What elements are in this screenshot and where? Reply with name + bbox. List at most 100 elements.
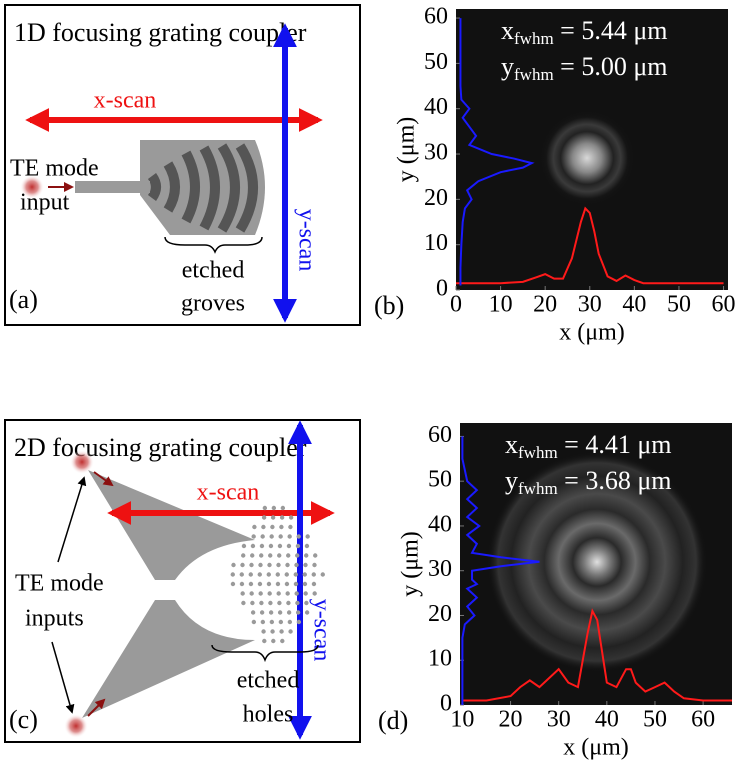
etched-hole: [268, 600, 273, 606]
fwhm-annotation: xfwhm = 4.41 μm: [505, 430, 672, 462]
panel-c: 2D focusing grating coupler x-scan y-sca…: [4, 419, 361, 743]
annotation-subscript: fwhm: [514, 29, 554, 48]
panel-label: (c): [9, 705, 38, 734]
etched-hole: [261, 515, 267, 520]
annotation-variable: x: [505, 430, 518, 459]
etched-hole: [277, 610, 283, 615]
etched-hole: [288, 629, 293, 634]
etched-hole: [293, 572, 298, 577]
etched-hole: [302, 572, 307, 577]
etched-hole: [268, 543, 274, 549]
y-scan-profile: [459, 18, 535, 286]
fwhm-annotation: yfwhm = 3.68 μm: [505, 466, 672, 498]
etched-hole: [250, 600, 255, 606]
etched-hole: [268, 553, 273, 558]
y-tick-label: 40: [428, 511, 452, 537]
etched-hole: [286, 600, 291, 606]
x-scan-label: x-scan: [94, 88, 157, 114]
etched-hole: [277, 553, 282, 558]
etched-hole: [284, 581, 290, 587]
etched-hole: [287, 619, 293, 625]
annotation-value: = 3.68 μm: [558, 466, 672, 495]
taper: [82, 600, 255, 718]
etched-hole: [269, 534, 274, 539]
etched-hole: [241, 553, 246, 558]
x-tick-label: 20: [533, 292, 557, 318]
source-label: TE mode: [10, 156, 99, 182]
etched-hole: [271, 638, 276, 644]
etched-hole: [239, 581, 245, 587]
etched-hole: [270, 524, 275, 530]
etched-hole: [278, 619, 284, 625]
etched-hole: [241, 600, 246, 606]
etched-hole: [313, 553, 318, 558]
etched-hole: [294, 562, 299, 568]
etched-hole: [249, 591, 254, 596]
x-tick-label: 50: [643, 707, 667, 733]
etched-hole: [231, 562, 236, 568]
etched-hole: [295, 543, 301, 549]
pointer-arrow: [51, 641, 75, 714]
panel-label: (b): [374, 291, 404, 320]
feature-label: groves: [181, 291, 245, 317]
taper: [88, 470, 255, 580]
etched-hole: [285, 562, 290, 568]
grating-grooves: [147, 143, 258, 233]
etched-hole: [240, 562, 245, 568]
input-arrow: [87, 698, 106, 717]
etched-hole: [262, 505, 268, 511]
etched-hole: [252, 524, 257, 530]
etched-hole: [312, 591, 317, 596]
x-tick-label: 60: [712, 292, 736, 318]
etched-hole: [303, 591, 308, 596]
y-tick-label: 50: [424, 49, 448, 75]
etched-hole: [250, 610, 256, 615]
annotation-subscript: fwhm: [518, 443, 558, 462]
etched-hole: [260, 534, 265, 539]
fwhm-annotation: xfwhm = 5.44 μm: [501, 16, 668, 48]
panel-a: 1D focusing grating coupler x-scan y-sca…: [4, 4, 361, 326]
etched-hole: [294, 591, 299, 596]
etched-hole: [270, 629, 275, 634]
annotation-value: = 5.00 μm: [554, 52, 668, 81]
y-tick-label: 30: [424, 140, 448, 166]
feature-label: holes: [243, 702, 294, 728]
panel-label: (a): [9, 285, 38, 314]
y-tick-label: 0: [440, 691, 452, 717]
source-label: inputs: [25, 606, 84, 632]
etched-hole: [295, 600, 300, 606]
etched-hole: [287, 534, 292, 539]
y-tick-label: 60: [424, 4, 448, 30]
x-axis-label: x (μm): [563, 735, 629, 761]
y-tick-label: 40: [424, 94, 448, 120]
beam-spot: [539, 110, 635, 206]
etched-hole: [259, 543, 265, 549]
etched-hole: [304, 553, 309, 558]
source-spot: [70, 450, 94, 474]
x-axis-label: x (μm): [559, 320, 625, 346]
etched-hole: [251, 619, 257, 625]
etched-hole: [268, 610, 274, 615]
etched-hole: [279, 629, 284, 634]
etched-hole: [277, 543, 283, 549]
etched-hole: [230, 581, 236, 587]
feature-label: etched: [237, 668, 300, 694]
source-spot: [64, 714, 88, 738]
x-tick-label: 20: [499, 707, 523, 733]
etched-hole: [276, 591, 281, 596]
etched-hole: [258, 562, 263, 568]
etched-hole: [293, 581, 299, 587]
y-tick-label: 20: [424, 185, 448, 211]
etched-hole: [304, 600, 309, 606]
etched-hole: [286, 543, 292, 549]
etched-hole: [275, 581, 281, 587]
etched-hole: [288, 524, 293, 530]
y-scan-label: y-scan: [293, 209, 319, 272]
etched-hole: [304, 610, 310, 615]
etched-hole: [257, 581, 263, 587]
etched-hole: [280, 505, 286, 511]
etched-hole: [280, 638, 285, 644]
etched-hole: [267, 591, 272, 596]
etched-hole: [257, 572, 262, 577]
etched-hole: [285, 591, 290, 596]
